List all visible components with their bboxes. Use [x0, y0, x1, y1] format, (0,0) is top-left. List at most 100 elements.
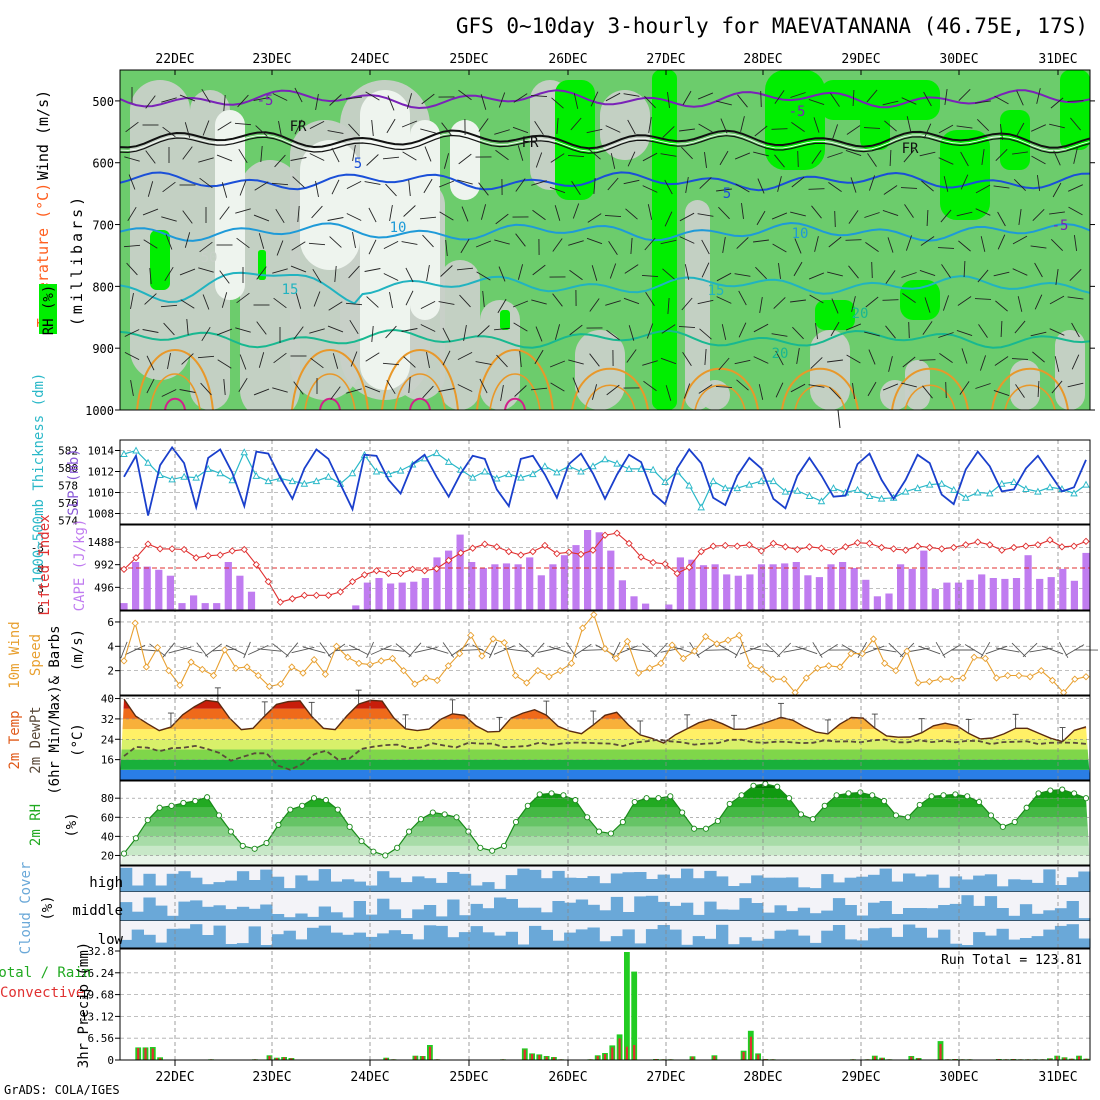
thickness-line-marker — [721, 484, 730, 492]
bottom-date-label: 24DEC — [350, 1070, 389, 1085]
thickness-line-marker — [793, 486, 802, 494]
cloud-cell — [774, 877, 787, 892]
wind-barb — [219, 270, 230, 284]
rh-line-marker — [322, 797, 329, 804]
rh-line-marker — [904, 814, 911, 821]
temp-contour-warm — [291, 349, 369, 410]
precip-convective-bar — [1048, 1058, 1051, 1060]
rh-line-marker — [750, 782, 757, 789]
wind-barb — [760, 90, 762, 108]
wind-barb — [919, 359, 936, 361]
rh-line-marker — [358, 838, 365, 845]
lifted-index-line-marker — [769, 539, 777, 548]
temp-contour-warm — [381, 349, 459, 410]
thickness-line-marker — [697, 503, 705, 511]
cloud-cell — [377, 898, 390, 921]
wind-barb — [331, 179, 340, 195]
wind-barb — [901, 272, 917, 278]
wind-barb — [831, 124, 839, 140]
wind-barb — [457, 384, 473, 392]
cape-ylabel-left: Lifted Index — [37, 514, 53, 615]
cloud-cell — [786, 911, 799, 921]
lifted-index-line-marker — [312, 591, 321, 599]
wind-barb — [810, 357, 823, 369]
wind-barb — [443, 153, 450, 169]
surface-wind-barb — [776, 642, 792, 658]
cloud-cell — [190, 877, 203, 892]
wind-barb — [644, 95, 656, 109]
rh-very-dry — [410, 120, 440, 320]
wind-speed-line-marker — [545, 673, 553, 681]
wind-barb — [255, 125, 268, 137]
cape-bar — [804, 575, 812, 610]
thickness-line-marker — [252, 471, 261, 479]
surface-wind-barb — [888, 642, 904, 658]
wind-barb — [426, 265, 430, 281]
rh-line-marker — [809, 816, 816, 823]
wind-barb — [184, 122, 191, 138]
wind-speed-line-marker — [1048, 676, 1057, 685]
wind-barb — [165, 234, 173, 250]
top-date-label: 28DEC — [743, 52, 782, 67]
wind-barb — [534, 121, 544, 135]
surface-wind-barb — [980, 641, 991, 659]
wind-barb — [438, 301, 455, 305]
wind-speed-line-marker — [590, 611, 598, 619]
top-date-label: 24DEC — [350, 52, 389, 67]
wind-barb — [593, 177, 596, 195]
surface-wind-barb — [291, 646, 315, 654]
rh-line-marker — [714, 818, 721, 825]
cloud-cell — [809, 888, 822, 892]
wind-barb — [994, 356, 1009, 366]
wind-barb — [186, 318, 189, 336]
wind-barb — [519, 350, 522, 368]
wind-barb — [919, 269, 936, 277]
cloud-cell — [155, 885, 168, 892]
surface-wind-barb — [134, 648, 159, 652]
wind-barb — [161, 216, 177, 222]
wind-speed-line-marker — [344, 653, 352, 661]
wind-barb — [1030, 245, 1047, 249]
slp-thickness-panel — [120, 445, 1090, 516]
wind-speed-line-marker — [198, 665, 206, 674]
cloud-cell — [645, 879, 659, 892]
cloud-cell — [505, 931, 518, 948]
rh-moist-area — [500, 310, 510, 330]
wind-speed-line-marker — [836, 663, 844, 671]
wind-barb — [1067, 100, 1084, 102]
wind-barb — [368, 239, 377, 255]
wind-speed-line-marker — [601, 645, 609, 653]
wind-barb — [940, 209, 952, 223]
wind-barb — [904, 204, 914, 218]
surface-wind-barb — [672, 646, 695, 654]
thickness-line-marker — [986, 489, 994, 497]
wind-barb — [550, 153, 565, 163]
wind-barb — [589, 298, 600, 312]
wind-barb — [495, 149, 509, 161]
wind-barb — [402, 151, 417, 161]
cloud-cell — [423, 925, 437, 948]
surface-wind-barb — [162, 642, 175, 658]
cape-bar — [1059, 568, 1067, 610]
wind-barb — [938, 332, 954, 338]
wind-barb — [345, 302, 363, 306]
upper-ylabel-rh: RH (%) — [41, 285, 57, 336]
temp-tick-label: 24 — [101, 733, 115, 746]
wind-barb — [478, 118, 489, 132]
wind-barb — [882, 209, 899, 217]
cloud-cell — [1031, 936, 1044, 948]
wind-barb — [348, 265, 360, 279]
rh-line-marker — [453, 814, 460, 821]
wind-barb — [850, 177, 857, 193]
wind-barb — [993, 271, 1010, 277]
wind-barb — [423, 178, 433, 194]
wind-speed-line-marker — [668, 641, 676, 649]
wind-barb — [740, 116, 745, 132]
wind-ylabels: 10m Wind Speed & Barbs (m/s) — [7, 621, 86, 688]
cape-bar — [132, 562, 140, 610]
rh-line-marker — [952, 791, 959, 798]
wind-barb — [162, 181, 176, 193]
cloud-cell — [236, 906, 250, 921]
rh-very-dry — [300, 140, 360, 270]
wind-barb — [273, 297, 287, 309]
